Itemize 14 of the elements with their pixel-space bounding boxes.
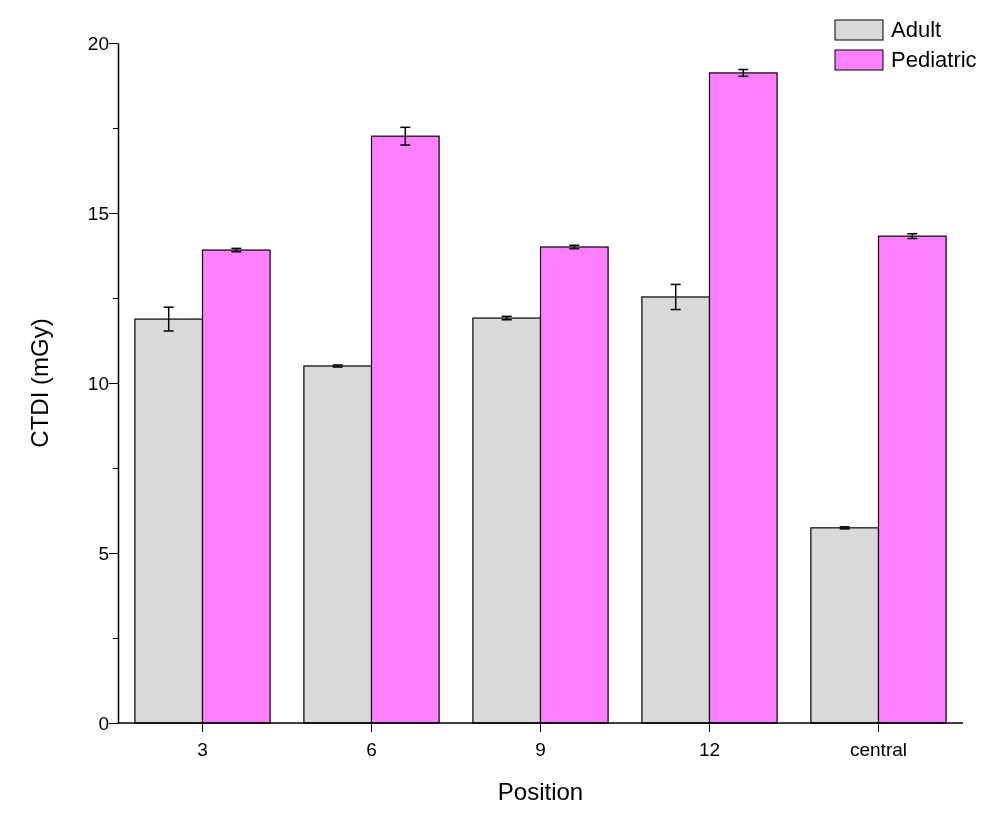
y-tick-label: 15: [87, 202, 109, 224]
x-tick-label: 12: [698, 738, 721, 760]
y-tick-label: 5: [98, 542, 109, 564]
x-tick-label: 9: [535, 738, 546, 760]
x-tick-label: central: [849, 738, 908, 760]
x-axis-title: Position: [497, 778, 584, 805]
x-tick-label: 6: [366, 738, 377, 760]
x-tick-label: 3: [197, 738, 208, 760]
y-tick-label: 0: [98, 712, 109, 734]
y-axis-title: CTDI (mGy): [26, 318, 53, 448]
legend-label: Adult: [891, 17, 942, 42]
y-tick-label: 20: [87, 32, 109, 54]
legend-label: Pediatric: [891, 47, 977, 72]
y-tick-label: 10: [87, 372, 109, 394]
